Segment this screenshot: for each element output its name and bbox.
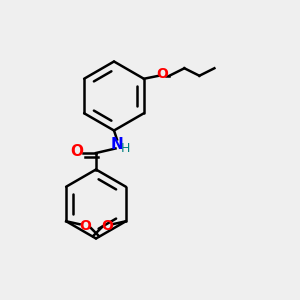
Text: O: O <box>70 144 83 159</box>
Text: O: O <box>157 67 168 81</box>
Text: N: N <box>111 136 123 152</box>
Text: O: O <box>79 219 91 233</box>
Text: O: O <box>101 219 113 233</box>
Text: H: H <box>121 142 130 155</box>
